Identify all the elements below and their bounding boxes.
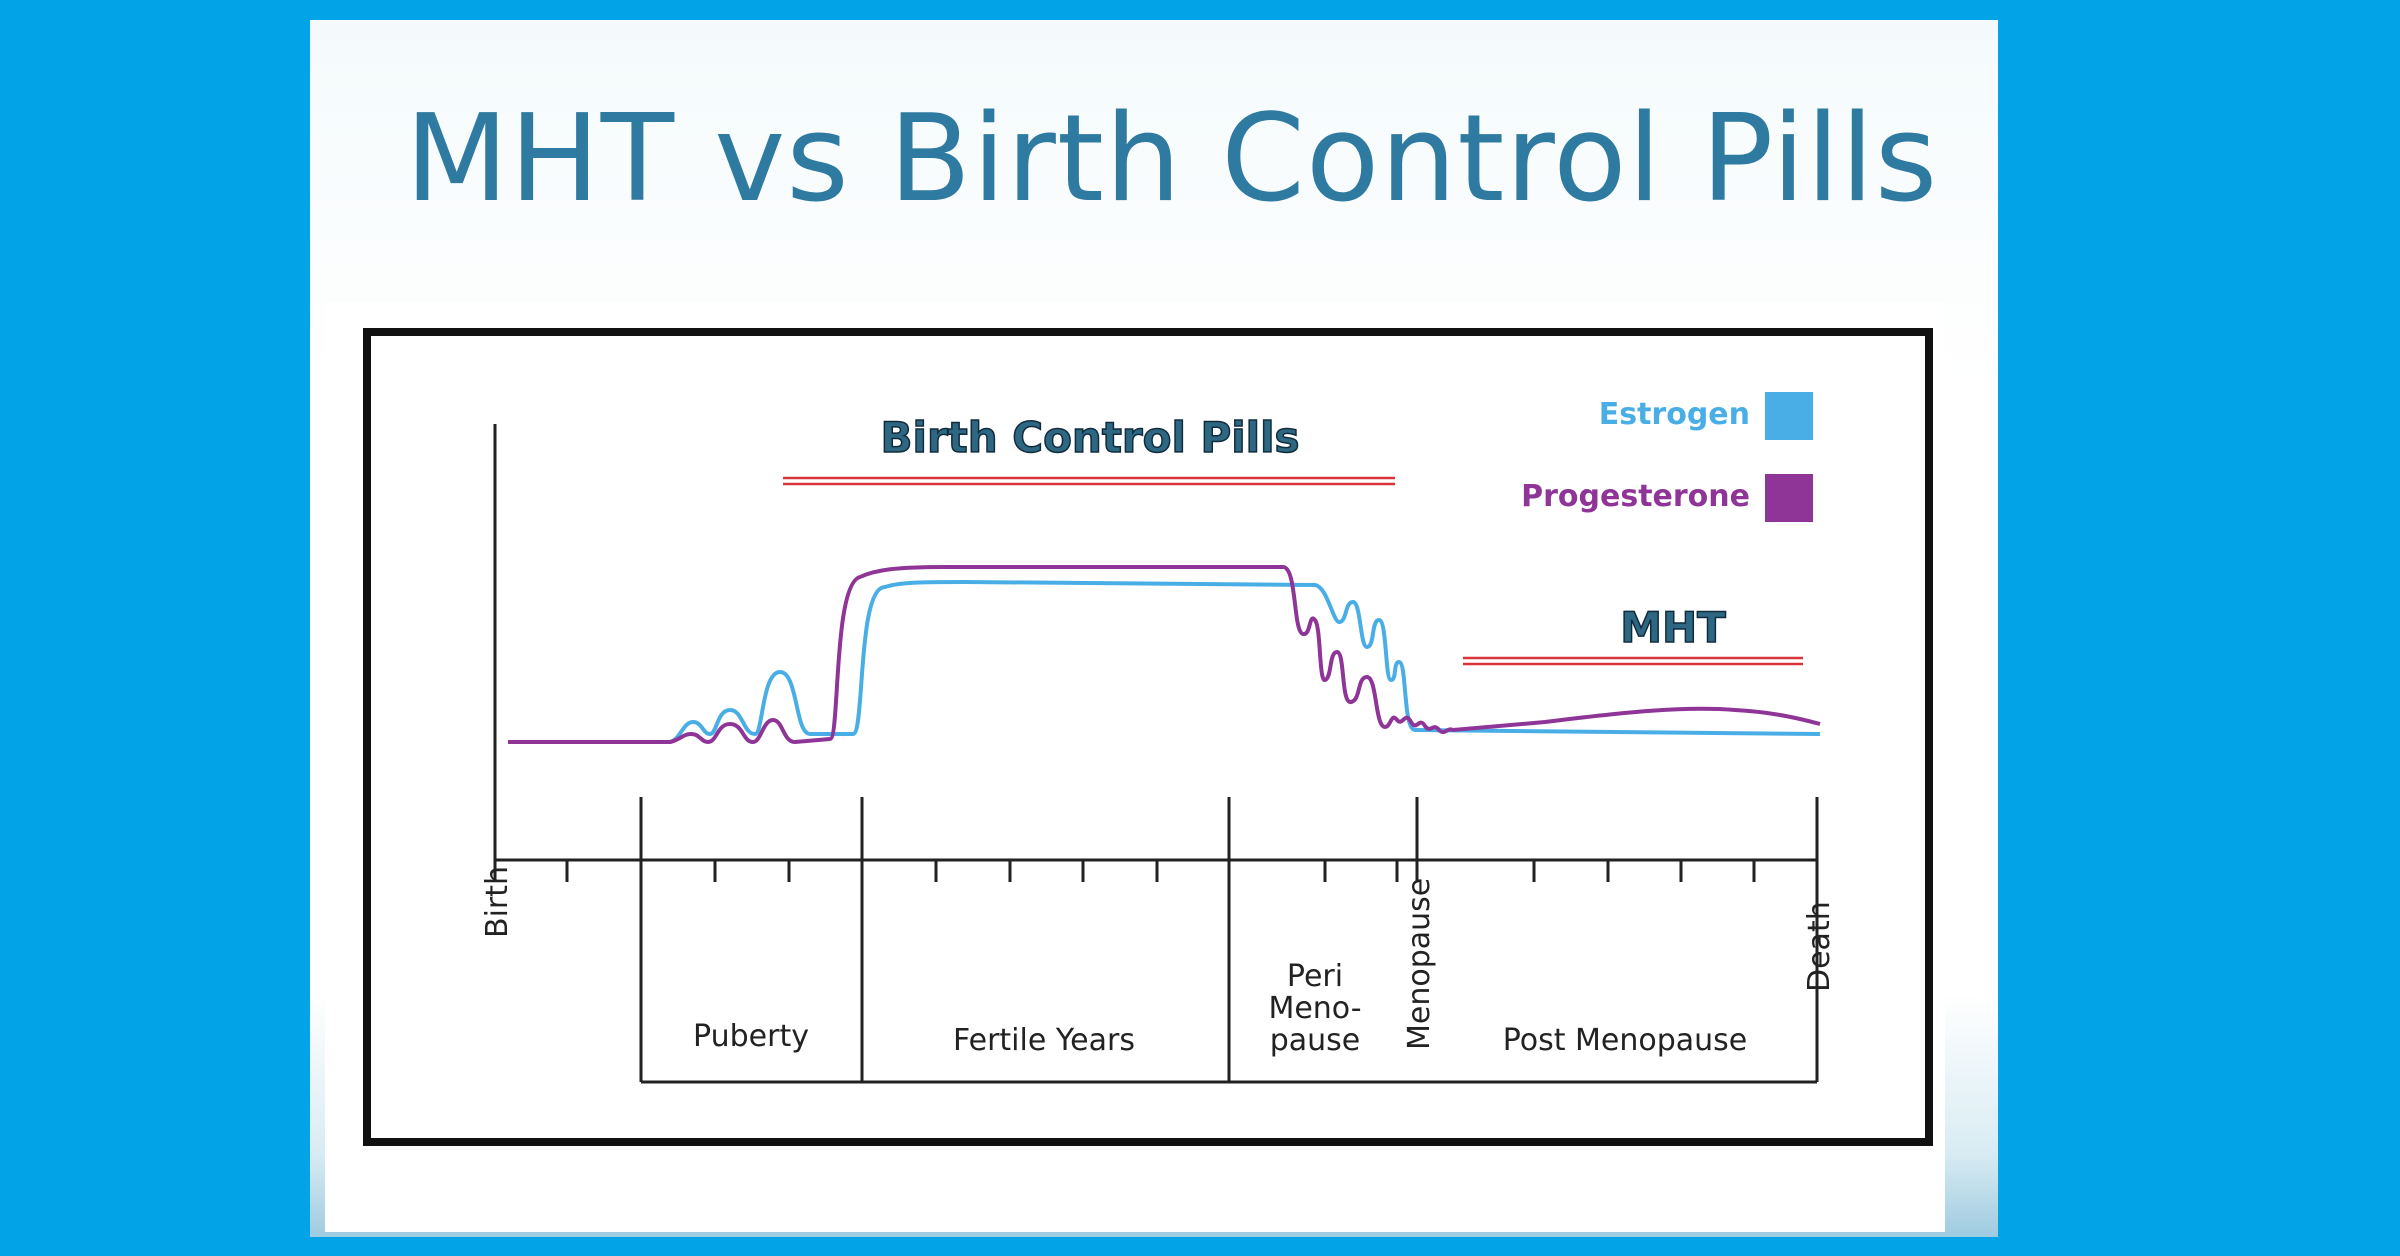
slide-title: MHT vs Birth Control Pills <box>405 90 1939 229</box>
diagram-panel: Birth Control Pills MHT Estrogen Progest… <box>325 302 1945 1232</box>
legend: Estrogen Progesterone <box>1521 392 1813 522</box>
perimenopause-label-line1: Peri <box>1287 959 1343 994</box>
stage-dividers <box>639 797 1819 1084</box>
perimenopause-label-line3: pause <box>1270 1023 1361 1058</box>
timeline-ticks <box>493 860 1819 882</box>
progesterone-curve <box>508 565 1821 745</box>
menopause-label: Menopause <box>1402 878 1437 1050</box>
slide: MHT vs Birth Control Pills <box>310 20 1998 1237</box>
legend-estrogen-swatch <box>1765 392 1813 440</box>
mht-label: MHT <box>1620 603 1726 652</box>
estrogen-curve <box>508 579 1821 744</box>
puberty-label: Puberty <box>693 1019 809 1054</box>
fertile-years-label: Fertile Years <box>953 1023 1135 1058</box>
death-label: Death <box>1802 901 1837 992</box>
legend-estrogen-label: Estrogen <box>1599 397 1750 432</box>
legend-progesterone-swatch <box>1765 474 1813 522</box>
birth-control-pills-label: Birth Control Pills <box>881 413 1300 462</box>
legend-progesterone-label: Progesterone <box>1521 479 1750 514</box>
post-menopause-label: Post Menopause <box>1503 1023 1748 1058</box>
birth-label: Birth <box>480 866 515 938</box>
hormone-lifecycle-diagram: Birth Control Pills MHT Estrogen Progest… <box>363 328 1933 1146</box>
perimenopause-label-line2: Meno- <box>1268 991 1361 1026</box>
diagram-frame <box>363 328 1933 1146</box>
